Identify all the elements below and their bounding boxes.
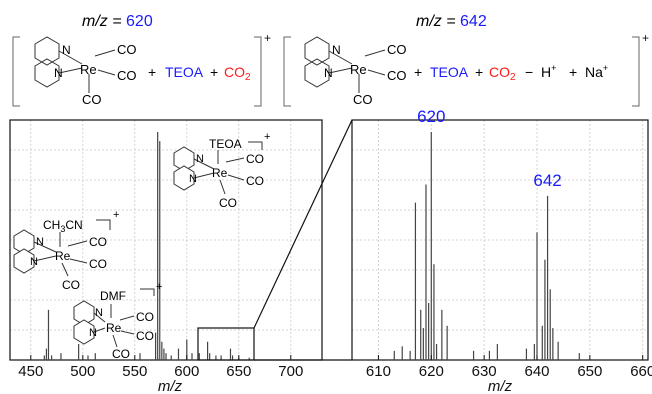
x-tick-label: 550 bbox=[122, 363, 147, 380]
n-label: N bbox=[30, 256, 38, 268]
co-ligand: CO bbox=[62, 278, 80, 292]
ligand-label: CH3CN bbox=[43, 218, 83, 234]
peak-annotation: 642 bbox=[533, 171, 561, 190]
x-tick-label: 700 bbox=[278, 363, 303, 380]
co-ligand: CO bbox=[246, 174, 264, 188]
bracket-left-open bbox=[12, 36, 20, 107]
co-ligand: CO bbox=[387, 68, 407, 83]
structure-dmf-adduct: DMF + N N Re CO CO CO bbox=[73, 281, 162, 361]
co-ligand: CO bbox=[89, 257, 107, 271]
x-tick-label: 660 bbox=[630, 363, 652, 380]
plus-sign: + bbox=[414, 64, 422, 80]
metal-label: Re bbox=[80, 62, 97, 77]
co-ligand: CO bbox=[136, 310, 154, 324]
structure-teoa-adduct: TEOA + N N Re CO CO CO bbox=[173, 131, 270, 210]
n-label: N bbox=[324, 66, 333, 80]
x-tick-label: 610 bbox=[366, 363, 391, 380]
x-tick-label: 650 bbox=[226, 363, 251, 380]
x-axis-label: m/z bbox=[488, 378, 513, 394]
n-label: N bbox=[54, 66, 63, 80]
mz-label-left: m/z = bbox=[82, 13, 126, 30]
metal-label: Re bbox=[55, 249, 71, 263]
co2-label: CO2 bbox=[224, 64, 251, 83]
charge-label: + bbox=[156, 281, 162, 293]
x-tick-label: 650 bbox=[577, 363, 602, 380]
x-tick-label: 500 bbox=[70, 363, 95, 380]
plot-right: 610 620 630 640 650 660 m/z 620 642 bbox=[351, 107, 652, 394]
n-label: N bbox=[36, 236, 44, 248]
teoa-label: TEOA bbox=[165, 64, 204, 80]
n-label: N bbox=[62, 43, 71, 57]
x-tick-label: 630 bbox=[472, 363, 497, 380]
peak-annotation: 620 bbox=[417, 107, 445, 126]
h-ion: H+ bbox=[541, 63, 556, 80]
minus-sign: − bbox=[525, 64, 533, 80]
re-complex-structure-left: N N Re CO CO CO bbox=[34, 36, 137, 107]
co-ligand: CO bbox=[89, 235, 107, 249]
metal-label: Re bbox=[212, 166, 228, 180]
metal-label: Re bbox=[106, 321, 122, 335]
charge-right: + bbox=[642, 31, 649, 45]
plus-sign: + bbox=[475, 64, 483, 80]
plus-sign: + bbox=[210, 64, 218, 80]
charge-label: + bbox=[113, 209, 119, 221]
zoom-connector-top bbox=[253, 119, 353, 329]
x-tick-label: 600 bbox=[174, 363, 199, 380]
co-ligand: CO bbox=[219, 196, 237, 210]
n-label: N bbox=[95, 307, 103, 319]
header-right: m/z = 642 + N N Re CO CO CO + TEOA + CO2… bbox=[283, 13, 649, 107]
x-tick-label: 620 bbox=[419, 363, 444, 380]
co-ligand: CO bbox=[117, 42, 137, 57]
co-ligand: CO bbox=[387, 42, 407, 57]
plot-frame bbox=[351, 119, 649, 361]
metal-label: Re bbox=[350, 62, 367, 77]
co2-label: CO2 bbox=[489, 64, 516, 83]
x-tick-label: 640 bbox=[524, 363, 549, 380]
x-axis-label: m/z bbox=[158, 378, 183, 394]
svg-text:m/z = 620: m/z = 620 bbox=[82, 13, 153, 30]
structure-ch3cn-adduct: CH3CN + N N Re CO CO CO bbox=[13, 209, 119, 292]
bracket-left-close bbox=[254, 36, 262, 107]
n-label: N bbox=[89, 327, 97, 339]
co-ligand: CO bbox=[136, 329, 154, 343]
n-label: N bbox=[196, 153, 204, 165]
ligand-label: TEOA bbox=[209, 137, 242, 151]
mz-label-right: m/z = bbox=[416, 13, 460, 30]
bracket-right-close bbox=[632, 36, 640, 107]
x-tick-label: 450 bbox=[18, 363, 43, 380]
co-ligand: CO bbox=[246, 152, 264, 166]
mz-value-right: 642 bbox=[460, 13, 487, 30]
header-left: m/z = 620 + N N Re CO CO CO + TEOA + CO2 bbox=[12, 13, 271, 107]
co-ligand: CO bbox=[117, 68, 137, 83]
charge-label: + bbox=[264, 131, 270, 143]
plus-sign: + bbox=[569, 64, 577, 80]
plus-sign: + bbox=[148, 64, 156, 80]
n-label: N bbox=[332, 43, 341, 57]
charge-left: + bbox=[264, 31, 271, 45]
bracket-right-open bbox=[283, 36, 291, 107]
mz-value-left: 620 bbox=[126, 13, 153, 30]
co-ligand: CO bbox=[112, 347, 130, 361]
na-ion: Na+ bbox=[585, 63, 608, 80]
ligand-label: DMF bbox=[100, 289, 126, 303]
co-ligand: CO bbox=[82, 92, 102, 107]
svg-text:m/z = 642: m/z = 642 bbox=[416, 13, 487, 30]
zoom-region-box bbox=[197, 327, 255, 361]
n-label: N bbox=[189, 173, 197, 185]
co-ligand: CO bbox=[353, 92, 373, 107]
teoa-label: TEOA bbox=[430, 64, 469, 80]
re-complex-structure-right: N N Re CO CO CO bbox=[304, 36, 407, 107]
